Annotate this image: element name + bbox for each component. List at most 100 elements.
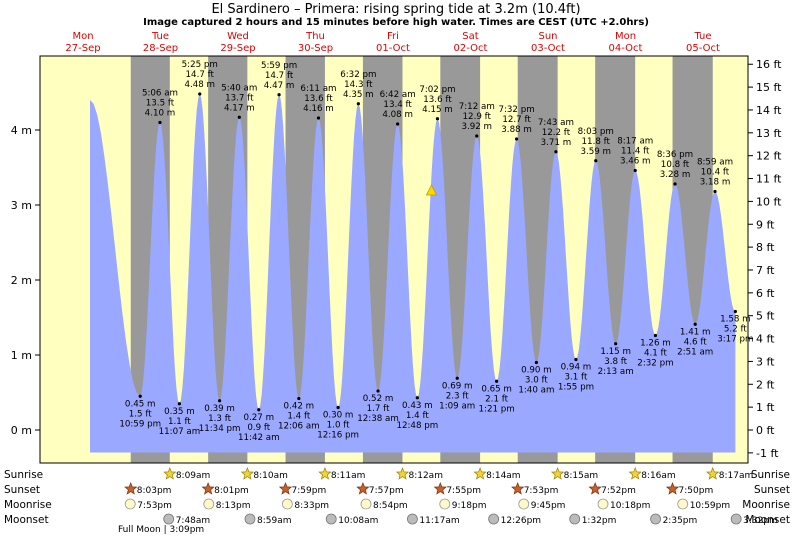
current-tide-marker [425,184,438,196]
high-tide-label: 13.6 ft [304,94,333,104]
moon-phase-label: Full Moon | 3:09pm [118,525,204,535]
chart-title: El Sardinero – Primera: rising spring ti… [211,2,580,17]
low-tide-label: 0.43 m [402,401,433,411]
y-tick-label-ft: 0 ft [756,424,775,437]
moonrise-time: 10:59pm [690,501,730,511]
moonrise-time: 7:53pm [137,501,172,511]
high-tide-label: 4.15 m [422,105,453,115]
low-tide-label: 2.3 ft [446,391,469,401]
y-tick-label-ft: 9 ft [756,218,775,231]
tide-point [218,399,222,403]
y-tick-label-ft: 16 ft [756,58,782,71]
day-label-dow: Sun [538,31,557,42]
sunset-icon [124,482,138,495]
sunset-time: 8:01pm [214,486,249,496]
high-tide-label: 4.35 m [343,90,374,100]
high-tide-label: 13.4 ft [383,100,412,110]
high-tide-label: 13.6 ft [423,95,452,105]
low-tide-label: 0.65 m [481,384,512,394]
high-tide-label: 5:59 pm [261,61,297,71]
sunrise-icon [240,467,255,480]
sunset-icon [278,482,293,495]
y-tick-label-ft: 5 ft [756,310,775,323]
plot-border [39,55,749,464]
sunset-time: 7:59pm [292,486,327,496]
tide-point [574,357,578,362]
sunset-icon [356,482,370,495]
low-tide-label: 0.94 m [561,363,592,373]
tide-point [396,122,400,126]
tide-point [277,93,281,97]
high-tide-label: 5:06 am [142,89,178,99]
tide-point [554,150,558,154]
astro-row-label-right: Moonrise [742,499,790,511]
moonrise-icon [203,498,215,510]
moonset-time: 7:48am [176,516,211,526]
astro-row-label-right: Moonset [745,514,790,526]
y-tick-label-ft: 4 ft [756,333,775,346]
y-tick-label-ft: 11 ft [756,173,782,186]
moonrise-time: 10:18pm [610,501,650,511]
plot-frame [39,55,749,464]
low-tide-label: 11:42 am [238,433,280,443]
day-label-dow: Mon [72,31,93,42]
astro-row-label-right: Sunrise [751,469,790,481]
sunrise-icon [706,467,720,480]
tide-point [713,189,717,194]
low-tide-label: 11:07 am [159,427,201,437]
y-tick-label-ft: 7 ft [756,264,775,277]
moonrise-icon [124,498,136,510]
high-tide-label: 7:12 am [459,102,495,112]
sunset-time: 7:55pm [446,486,481,496]
moonrise-icon [439,498,451,510]
high-tide-label: 3.59 m [580,147,611,157]
tide-point [614,342,618,346]
high-tide-label: 11.4 ft [621,147,650,157]
tide-point [455,376,459,380]
sunrise-time: 8:16am [641,471,676,481]
tide-point [475,134,479,138]
current-tide-triangle [425,184,438,196]
moonrise-time: 9:18pm [452,501,487,511]
sunset-time: 7:57pm [369,486,404,496]
high-tide-label: 4.16 m [303,104,334,114]
sunset-time: 8:03pm [137,486,172,496]
tide-point [177,402,181,406]
moonset-time: 1:32pm [582,516,617,526]
y-tick-label-ft: 1 ft [756,401,775,414]
low-tide-label: 0.69 m [442,381,473,391]
tide-point [336,405,340,410]
y-tick-label-ft: 3 ft [756,355,775,368]
sunrise-icon [473,467,487,480]
y-tick-label-m: 0 m [11,424,32,437]
high-tide-label: 4.10 m [145,109,176,119]
low-tide-label: 0.35 m [164,407,195,417]
high-tide-label: 12.9 ft [463,112,492,122]
low-tide-label: 1:09 am [439,401,475,411]
high-tide-label: 8:36 pm [657,150,693,160]
sunrise-time: 8:11am [331,471,366,481]
low-tide-label: 1.0 ft [327,421,350,431]
day-label-date: 28-Sep [143,43,178,54]
low-tide-label: 2:51 am [677,347,713,357]
low-tide-label: 1.41 m [680,327,711,337]
day-label-date: 04-Oct [609,43,643,54]
tide-point [514,137,519,141]
low-tide-label: 4.6 ft [684,337,707,347]
sunset-time: 7:50pm [679,486,714,496]
tide-point [673,182,677,186]
moonset-icon [163,513,175,525]
high-tide-label: 13.5 ft [146,99,175,109]
y-tick-label-ft: 6 ft [756,287,775,300]
sunset-icon [665,482,680,495]
y-tick-label-ft: 2 ft [756,378,775,391]
high-tide-label: 12.7 ft [502,115,531,125]
y-tick-label-m: 4 m [11,124,32,137]
low-tide-label: 1.15 m [600,347,631,357]
moonrise-time: 8:33pm [294,501,329,511]
y-tick-label-ft: 13 ft [756,127,782,140]
high-tide-label: 8:03 pm [578,127,614,137]
low-tide-label: 3.0 ft [525,376,548,386]
moonrise-time: 8:54pm [373,501,408,511]
moonset-icon [569,513,581,525]
